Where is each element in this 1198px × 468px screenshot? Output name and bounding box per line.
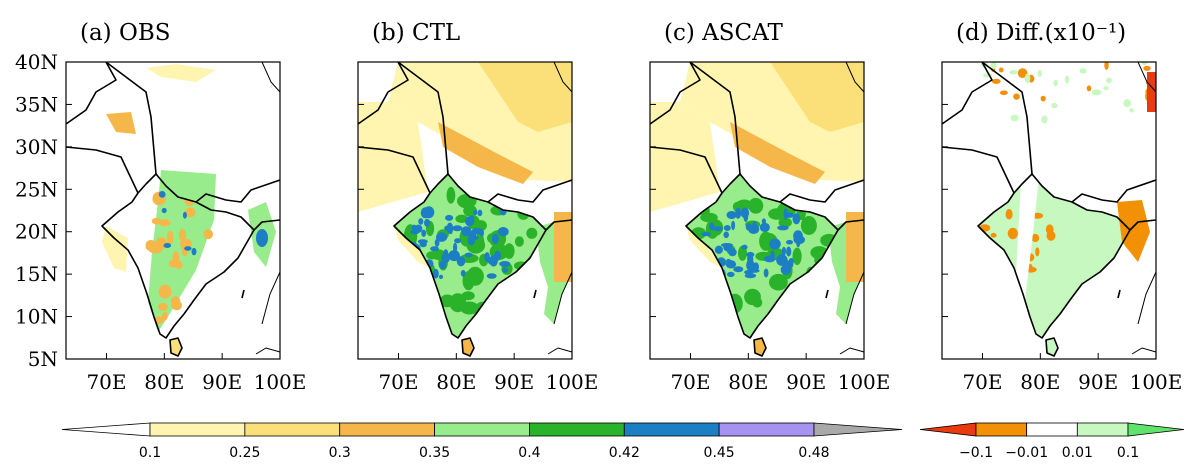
colorbar-main-segment <box>718 422 815 437</box>
colorbar-main-segment <box>339 422 435 437</box>
lon-tick-label: 90E <box>202 370 242 394</box>
colorbar-main-segment <box>434 422 530 437</box>
lon-tick-label: 70E <box>962 370 1002 394</box>
panel-c-title: (c) ASCAT <box>664 20 783 46</box>
panel-c: (c) ASCAT 70E 80E 90E 100E <box>649 20 891 394</box>
lon-tick-label: 80E <box>436 370 476 394</box>
colorbar-main-low <box>61 422 151 437</box>
colorbar-diff: −0.1 −0.01 0.01 0.1 <box>919 422 1185 461</box>
colorbar-main-label: 0.3 <box>329 445 351 461</box>
colorbar-diff-segment <box>1026 422 1078 437</box>
lon-tick-label: 70E <box>670 370 710 394</box>
lat-tick-label: 5N <box>28 347 58 371</box>
colorbar-main-segment <box>529 422 625 437</box>
lon-tick-label: 100E <box>254 370 307 394</box>
lon-tick-label: 70E <box>378 370 418 394</box>
lon-tick-label: 90E <box>494 370 534 394</box>
colorbar-main-label: 0.48 <box>798 445 829 461</box>
lon-tick-label: 80E <box>144 370 184 394</box>
colorbar-diff-low <box>919 422 977 437</box>
colorbar-main-segment <box>623 422 720 437</box>
lat-tick-label: 30N <box>15 135 58 159</box>
lat-tick-label: 35N <box>15 92 58 116</box>
colorbar-diff-high <box>1127 422 1185 437</box>
colorbar-diff-label: 0.1 <box>1117 445 1139 461</box>
colorbar-diff-label: −0.01 <box>1005 445 1048 461</box>
colorbar-main-segment <box>149 422 246 437</box>
colorbar-main: 0.1 0.25 0.3 0.35 0.4 0.42 0.45 0.48 <box>61 422 903 461</box>
colorbar-main-label: 0.45 <box>704 445 735 461</box>
colorbar-main-label: 0.42 <box>609 445 640 461</box>
panel-a: (a) OBS 40N 35N 30N 25N 20N 15N 10N 5N 70E 80E 90E 1… <box>15 20 306 394</box>
lon-tick-label: 70E <box>86 370 126 394</box>
colorbar-main-segment <box>244 422 341 437</box>
panel-b: (b) CTL 70E 80E 90E 100E <box>357 20 599 394</box>
lon-tick-label: 80E <box>1020 370 1060 394</box>
lon-tick-label: 100E <box>1130 370 1183 394</box>
colorbar-main-label: 0.1 <box>139 445 161 461</box>
panel-d-title: (d) Diff.(x10⁻¹) <box>956 20 1126 46</box>
lat-tick-label: 25N <box>15 177 58 201</box>
panel-b-title: (b) CTL <box>372 20 460 46</box>
panel-d: (d) Diff.(x10⁻¹) 70E 80E 90E 100E <box>941 20 1183 394</box>
panel-a-title: (a) OBS <box>80 20 170 46</box>
lat-tick-label: 20N <box>15 220 58 244</box>
colorbar-main-label: 0.4 <box>518 445 540 461</box>
colorbar-diff-label: 0.01 <box>1062 445 1093 461</box>
colorbar-diff-label: −0.1 <box>959 445 993 461</box>
lon-tick-label: 100E <box>838 370 891 394</box>
lon-tick-label: 100E <box>546 370 599 394</box>
lat-tick-label: 40N <box>15 50 58 74</box>
colorbar-main-high <box>813 422 903 437</box>
colorbar-main-label: 0.35 <box>419 445 450 461</box>
lon-tick-label: 90E <box>1078 370 1118 394</box>
lat-tick-label: 10N <box>15 305 58 329</box>
lon-tick-label: 80E <box>728 370 768 394</box>
lat-tick-label: 15N <box>15 262 58 286</box>
colorbar-main-label: 0.25 <box>229 445 260 461</box>
colorbar-diff-segment <box>1076 422 1129 437</box>
lon-tick-label: 90E <box>786 370 826 394</box>
colorbar-diff-segment <box>975 422 1028 437</box>
